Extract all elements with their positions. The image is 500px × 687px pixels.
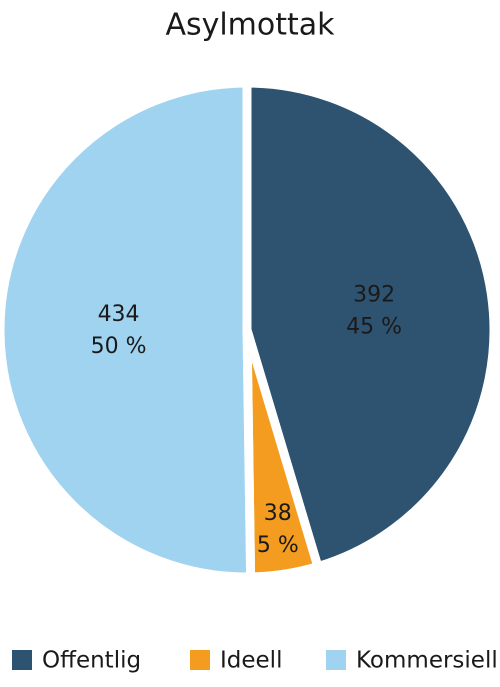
legend-label: Kommersiell — [356, 648, 498, 674]
pie-slice — [0, 78, 256, 582]
legend-swatch — [326, 650, 346, 670]
legend-label: Offentlig — [42, 648, 141, 674]
legend-label: Ideell — [220, 648, 282, 674]
percent-label: 45 % — [346, 314, 402, 339]
value-label: 434 — [98, 302, 140, 327]
percent-label: 50 % — [91, 334, 147, 359]
legend-swatch — [12, 650, 32, 670]
pie-slice — [242, 78, 499, 573]
chart-title: Asylmottak — [165, 8, 335, 43]
percent-label: 5 % — [257, 533, 299, 558]
value-label: 38 — [264, 501, 292, 526]
value-label: 392 — [353, 282, 395, 307]
legend-swatch — [190, 650, 210, 670]
